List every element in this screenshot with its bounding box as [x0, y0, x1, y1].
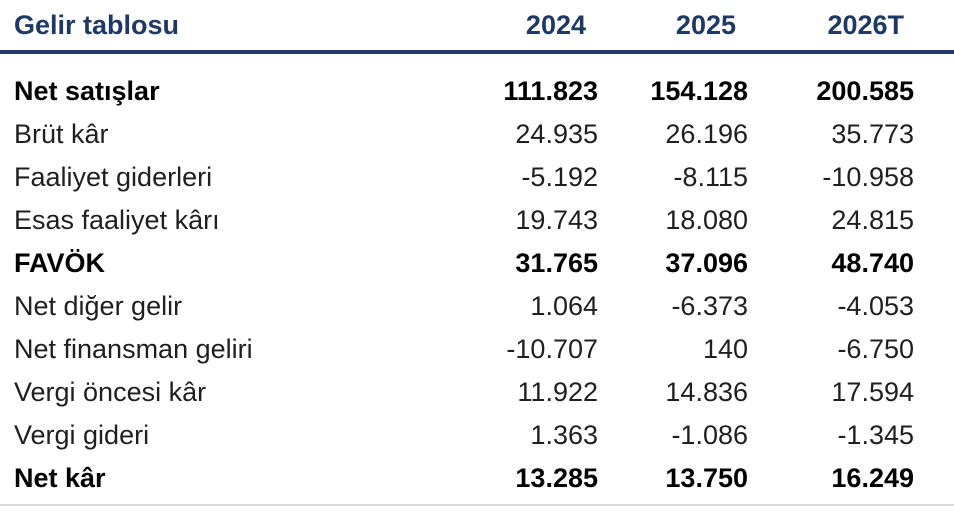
header-row: Gelir tablosu 2024 2025 2026T	[0, 6, 954, 54]
cell-value: 48.740	[831, 248, 914, 278]
column-header-2025: 2025	[600, 6, 750, 54]
table-header: Gelir tablosu 2024 2025 2026T	[0, 6, 954, 54]
table-row: Net diğer gelir 1.064 -6.373 -4.053	[0, 285, 954, 328]
row-label: Faaliyet giderleri	[14, 162, 213, 192]
cell-value: 11.922	[517, 377, 598, 407]
table-row: Esas faaliyet kârı 19.743 18.080 24.815	[0, 199, 954, 242]
cell-value: 140	[702, 334, 748, 364]
cell-value: 13.285	[394, 457, 600, 506]
table-title: Gelir tablosu	[0, 6, 394, 54]
table-row: Faaliyet giderleri -5.192 -8.115 -10.958	[0, 156, 954, 199]
cell-value: -6.373	[671, 291, 748, 321]
cell-value: 200.585	[816, 76, 914, 106]
cell-value: 154.128	[650, 76, 748, 106]
table-body: Net satışlar 111.823 154.128 200.585 Brü…	[0, 52, 954, 506]
cell-value: 24.815	[831, 205, 914, 235]
income-statement-table: Gelir tablosu 2024 2025 2026T Net satışl…	[0, 6, 954, 506]
cell-value: 111.823	[503, 76, 598, 106]
column-header-2024: 2024	[394, 6, 600, 54]
column-header-2026t: 2026T	[750, 6, 954, 54]
row-label: Brüt kâr	[14, 119, 109, 149]
row-label: Net satışlar	[14, 76, 160, 106]
table-row: Net kâr 13.285 13.750 16.249	[0, 457, 954, 506]
cell-value: -10.958	[822, 162, 914, 192]
cell-value: -1.345	[837, 420, 914, 450]
cell-value: 24.935	[515, 119, 598, 149]
table-row: Vergi gideri 1.363 -1.086 -1.345	[0, 414, 954, 457]
cell-value: 37.096	[665, 248, 748, 278]
row-label: Net kâr	[0, 457, 394, 506]
row-label: FAVÖK	[14, 248, 106, 278]
cell-value: 35.773	[831, 119, 914, 149]
row-label: Net finansman geliri	[14, 334, 253, 364]
cell-value: -8.115	[673, 162, 748, 192]
cell-value: 1.064	[530, 291, 598, 321]
table-row: FAVÖK 31.765 37.096 48.740	[0, 242, 954, 285]
cell-value: 16.249	[750, 457, 954, 506]
cell-value: 17.594	[831, 377, 914, 407]
cell-value: -6.750	[837, 334, 914, 364]
table-row: Net finansman geliri -10.707 140 -6.750	[0, 328, 954, 371]
cell-value: -5.192	[521, 162, 598, 192]
cell-value: -10.707	[506, 334, 598, 364]
row-label: Esas faaliyet kârı	[14, 205, 220, 235]
table-row: Vergi öncesi kâr 11.922 14.836 17.594	[0, 371, 954, 414]
cell-value: 1.363	[530, 420, 598, 450]
cell-value: 31.765	[515, 248, 598, 278]
cell-value: 18.080	[665, 205, 748, 235]
row-label: Net diğer gelir	[14, 291, 183, 321]
cell-value: -4.053	[837, 291, 914, 321]
cell-value: 14.836	[665, 377, 748, 407]
row-label: Vergi gideri	[14, 420, 150, 450]
cell-value: 26.196	[665, 119, 748, 149]
cell-value: 13.750	[600, 457, 750, 506]
table-row: Brüt kâr 24.935 26.196 35.773	[0, 113, 954, 156]
row-label: Vergi öncesi kâr	[14, 377, 207, 407]
cell-value: -1.086	[671, 420, 748, 450]
cell-value: 19.743	[515, 205, 598, 235]
table-row: Net satışlar 111.823 154.128 200.585	[0, 52, 954, 113]
